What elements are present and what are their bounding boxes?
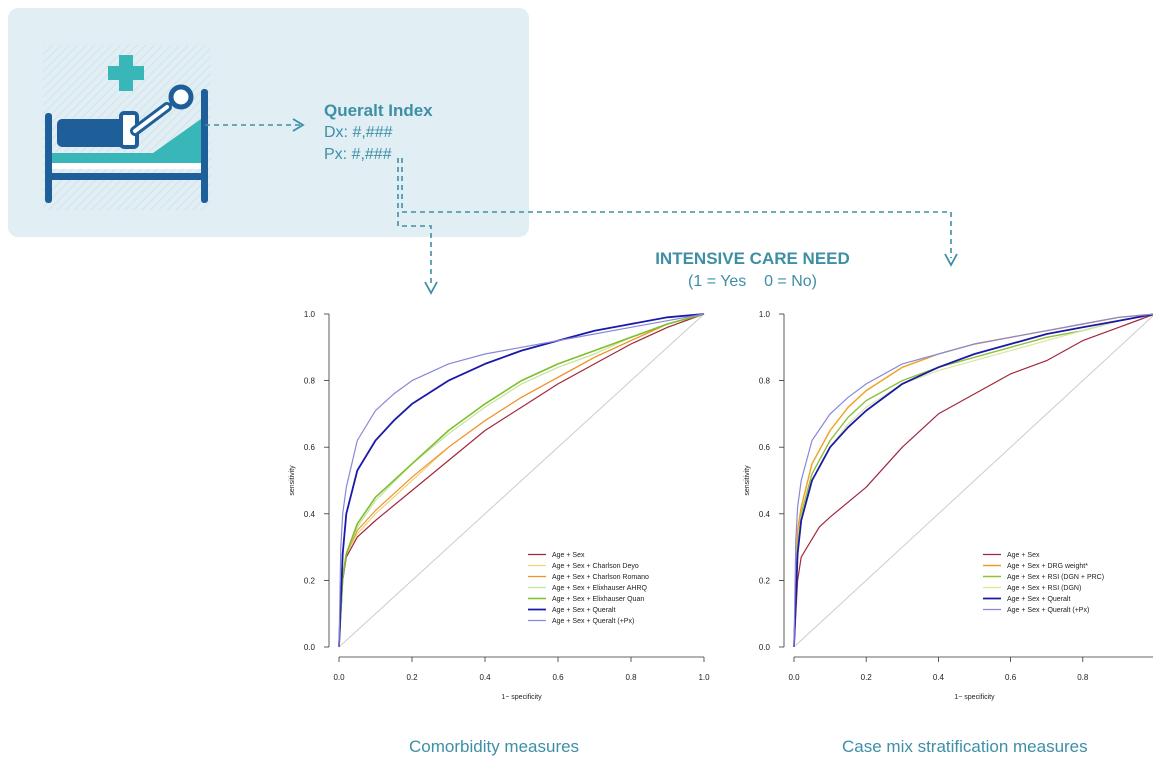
legend-label: Age + Sex + RSI (DGN + PRC): [1007, 574, 1104, 581]
series-line: [793, 313, 1153, 648]
hospital-bed-icon: [43, 45, 211, 210]
roc-chart-comorbidity: 0.0 0.2 0.4 0.6 0.8 1.0 0.0 0.2 0.4 0.6 0.8 1.0 1− s…: [289, 310, 710, 701]
outcome-coding: (1 = Yes 0 = No): [688, 273, 817, 290]
series-line: [793, 314, 1153, 648]
x-tick-label: 0.2: [861, 673, 873, 682]
y-tick-label: 0.0: [304, 643, 316, 652]
legend-label: Age + Sex: [1007, 552, 1040, 559]
x-tick-label: 1.0: [698, 673, 710, 682]
caption-casemix: Case mix stratification measures: [842, 737, 1088, 756]
legend-label: Age + Sex + Charlson Deyo: [552, 563, 639, 570]
legend-label: Age + Sex + RSI (DGN): [1007, 585, 1081, 592]
x-tick-label: 0.4: [933, 673, 945, 682]
series-line: [338, 313, 705, 648]
y-tick-label: 1.0: [304, 310, 316, 319]
x-tick-label: 0.8: [1077, 673, 1089, 682]
y-tick-label: 0.6: [759, 443, 771, 452]
x-tick-label: 0.6: [552, 673, 564, 682]
px-count: Px: #,###: [324, 146, 392, 163]
y-axis-label: sensitivity: [289, 465, 296, 496]
outcome-heading: INTENSIVE CARE NEED (1 = Yes 0 = No): [620, 248, 885, 294]
y-tick-label: 0.8: [304, 377, 316, 386]
legend-label: Age + Sex + Queralt: [552, 607, 615, 614]
x-tick-label: 0.2: [406, 673, 418, 682]
x-tick-label: 0.8: [625, 673, 637, 682]
legend-label: Age + Sex + Charlson Romano: [552, 574, 649, 581]
y-tick-label: 0.8: [759, 377, 771, 386]
series-line: [793, 313, 1153, 648]
connector-arrows: [205, 118, 958, 295]
index-title: Queralt Index: [324, 101, 433, 120]
legend-label: Age + Sex + DRG weight*: [1007, 563, 1088, 570]
x-tick-label: 0.4: [479, 673, 491, 682]
legend-label: Age + Sex + Elixhauser AHRQ: [552, 585, 647, 592]
x-axis-label: 1− specificity: [501, 694, 542, 701]
legend-label: Age + Sex + Queralt (+Px): [1007, 607, 1089, 614]
series-line: [338, 313, 705, 648]
series-line: [793, 313, 1153, 648]
x-tick-label: 0.0: [333, 673, 345, 682]
queralt-index-info: Queralt Index Dx: #,### Px: #,###: [324, 100, 433, 166]
dx-count: Dx: #,###: [324, 124, 393, 141]
y-tick-label: 0.0: [759, 643, 771, 652]
y-tick-label: 0.2: [304, 576, 316, 585]
legend-label: Age + Sex: [552, 552, 585, 559]
reference-diagonal-line: [338, 313, 705, 648]
x-tick-label: 0.0: [788, 673, 800, 682]
reference-diagonal-line: [793, 315, 1153, 648]
y-tick-label: 0.6: [304, 443, 316, 452]
y-axis-label: sensitivity: [744, 465, 751, 496]
legend-label: Age + Sex + Queralt (+Px): [552, 618, 634, 625]
outcome-title: INTENSIVE CARE NEED: [655, 249, 850, 268]
patient-panel: [8, 8, 529, 237]
series-line: [338, 313, 705, 648]
roc-chart-casemix: 0.00.20.40.60.810.00.20.40.60.81.01− spe…: [744, 310, 1153, 701]
y-tick-label: 1.0: [759, 310, 771, 319]
series-line: [338, 313, 705, 648]
caption-comorbidity: Comorbidity measures: [409, 737, 580, 756]
legend-label: Age + Sex + Elixhauser Quan: [552, 596, 644, 603]
y-tick-label: 0.4: [759, 510, 771, 519]
x-axis-label: 1− specificity: [954, 694, 995, 701]
x-tick-label: 0.6: [1005, 673, 1017, 682]
y-tick-label: 0.4: [304, 510, 316, 519]
y-tick-label: 0.2: [759, 576, 771, 585]
legend-label: Age + Sex + Queralt: [1007, 596, 1070, 603]
